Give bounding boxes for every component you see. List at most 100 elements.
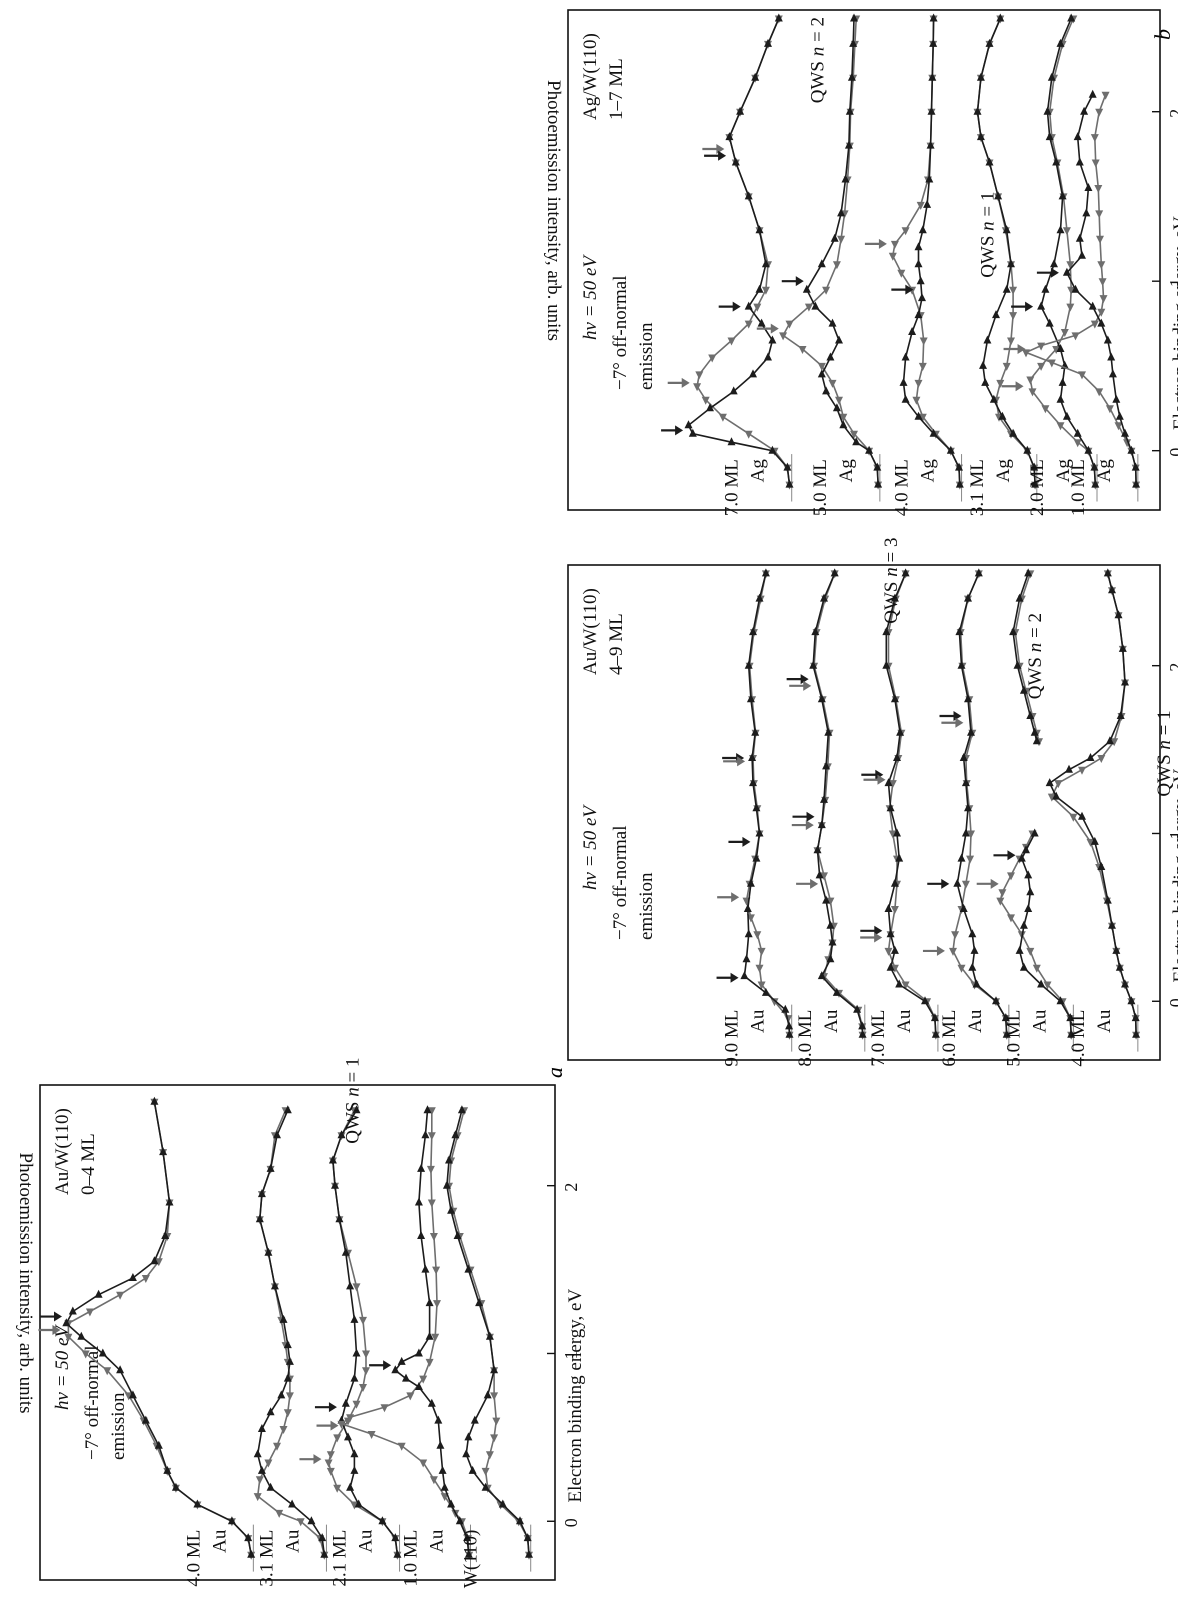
data-point-dark xyxy=(744,301,753,310)
y-axis-title: Photoemission intensity, arb. units xyxy=(15,1153,36,1414)
data-point-gray xyxy=(1007,914,1015,923)
data-point-gray xyxy=(888,252,897,261)
data-point-gray xyxy=(141,1275,150,1283)
data-point-gray xyxy=(1101,91,1110,100)
data-point-gray xyxy=(901,981,910,990)
spectrum-label: Au xyxy=(1029,1009,1050,1033)
data-point-dark xyxy=(352,1105,361,1114)
data-point-dark xyxy=(141,1415,150,1424)
data-point-gray xyxy=(761,286,770,295)
data-point-dark xyxy=(1121,677,1129,686)
peak-arrow-icon xyxy=(299,1454,322,1465)
spectrum-label: Au xyxy=(282,1529,303,1553)
arrow-head xyxy=(53,1311,62,1322)
data-point-dark xyxy=(447,1499,456,1508)
data-point-gray xyxy=(116,1291,125,1300)
spectrum-label: Ag xyxy=(1094,459,1115,483)
data-point-dark xyxy=(397,1356,406,1365)
data-point-dark xyxy=(853,1004,862,1013)
data-point-dark xyxy=(483,1390,492,1399)
data-point-gray xyxy=(755,964,764,973)
data-point-dark xyxy=(1073,132,1082,141)
data-point-dark xyxy=(858,1029,867,1038)
data-point-dark xyxy=(307,1516,316,1525)
peak-arrow-icon xyxy=(792,811,815,822)
data-point-dark xyxy=(462,1449,471,1458)
data-point-dark xyxy=(964,694,972,703)
data-point-gray xyxy=(1105,405,1114,414)
chart-panel-3: 2 1 0 Electron binding energy, eV Photoemiss… xyxy=(543,9,1178,516)
peak-arrow-icon xyxy=(1036,267,1059,278)
data-point-gray xyxy=(888,830,897,839)
data-point-dark xyxy=(1062,267,1071,276)
data-point-gray xyxy=(998,889,1007,898)
data-point-gray xyxy=(425,1358,434,1367)
data-point-dark xyxy=(736,106,745,115)
arrow-head xyxy=(731,892,740,903)
data-point-dark xyxy=(740,971,749,980)
data-point-dark xyxy=(813,845,822,854)
data-point-dark xyxy=(852,437,861,446)
data-point-dark xyxy=(1091,479,1100,488)
data-point-gray xyxy=(326,1451,335,1460)
data-point-dark xyxy=(423,1105,432,1114)
data-point-dark xyxy=(1023,445,1032,454)
arrow-head xyxy=(328,1402,337,1413)
data-point-dark xyxy=(886,929,895,938)
data-point-dark xyxy=(890,694,899,703)
data-point-dark xyxy=(830,568,839,577)
data-point-gray xyxy=(352,1400,361,1409)
data-point-dark xyxy=(1045,132,1054,141)
series-line-dark xyxy=(805,18,879,485)
peak-arrow-icon xyxy=(39,1311,62,1322)
data-point-dark xyxy=(464,1432,473,1441)
data-point-dark xyxy=(516,1516,524,1525)
data-point-dark xyxy=(283,1340,292,1349)
data-point-dark xyxy=(835,335,843,344)
arrow-head xyxy=(990,878,999,889)
data-point-dark xyxy=(914,310,923,319)
x-axis-title: Electron binding energy, eV xyxy=(1170,216,1178,430)
arrow-head xyxy=(1007,850,1016,861)
data-point-gray xyxy=(1002,362,1011,371)
peak-arrow-icon xyxy=(993,850,1016,861)
data-point-gray xyxy=(64,1333,73,1342)
peak-arrow-icon xyxy=(860,932,883,943)
data-point-dark xyxy=(1127,445,1136,454)
data-point-dark xyxy=(830,233,839,242)
data-point-dark xyxy=(1019,920,1028,929)
data-point-dark xyxy=(1107,352,1116,361)
spectrum-label: 6.0 ML xyxy=(939,1010,960,1067)
arrow-head xyxy=(681,377,690,388)
data-point-dark xyxy=(1075,157,1084,166)
data-point-dark xyxy=(783,462,792,471)
data-point-dark xyxy=(128,1390,137,1399)
data-point-dark xyxy=(68,1306,77,1315)
data-point-dark xyxy=(946,445,955,454)
data-point-dark xyxy=(1017,853,1026,862)
data-point-gray xyxy=(850,430,858,439)
data-point-dark xyxy=(1030,462,1039,471)
data-point-dark xyxy=(755,225,764,234)
data-point-gray xyxy=(362,1350,370,1359)
qws-label: QWS n = 2 xyxy=(808,17,829,103)
data-point-dark xyxy=(774,13,783,22)
data-point-dark xyxy=(974,568,983,577)
data-point-dark xyxy=(1015,593,1024,602)
data-point-dark xyxy=(1052,157,1061,166)
data-point-dark xyxy=(953,878,962,887)
peak-arrow-icon xyxy=(976,878,999,889)
data-point-dark xyxy=(931,1029,940,1038)
data-point-dark xyxy=(414,1348,423,1357)
data-point-gray xyxy=(718,413,727,422)
data-point-gray xyxy=(785,320,794,329)
data-point-dark xyxy=(1108,369,1117,378)
data-point-dark xyxy=(768,335,777,344)
data-point-dark xyxy=(964,593,972,602)
data-point-dark xyxy=(849,38,858,47)
data-point-dark xyxy=(1090,836,1099,845)
data-point-gray xyxy=(798,346,807,354)
data-point-dark xyxy=(964,803,972,812)
data-point-dark xyxy=(746,878,755,887)
data-point-gray xyxy=(273,1442,281,1451)
